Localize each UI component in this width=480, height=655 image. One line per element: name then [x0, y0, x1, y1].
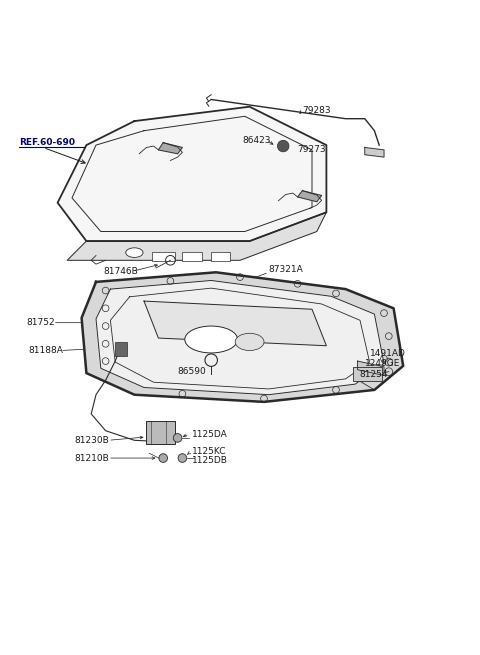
Circle shape: [277, 140, 289, 152]
Bar: [211, 252, 230, 261]
Polygon shape: [58, 107, 326, 241]
Polygon shape: [144, 301, 326, 346]
Polygon shape: [82, 272, 403, 402]
Text: 1125DB: 1125DB: [192, 457, 228, 466]
Text: 81752: 81752: [26, 318, 55, 328]
Polygon shape: [298, 191, 322, 202]
Text: 1125DA: 1125DA: [192, 430, 228, 439]
Polygon shape: [67, 212, 326, 260]
Text: 1491AD: 1491AD: [370, 349, 406, 358]
Text: 79273: 79273: [298, 145, 326, 155]
Polygon shape: [96, 280, 384, 395]
Bar: [152, 252, 175, 261]
Bar: [146, 421, 175, 443]
Bar: [182, 252, 202, 261]
Polygon shape: [158, 143, 182, 154]
Polygon shape: [365, 147, 384, 157]
Circle shape: [173, 434, 182, 442]
Text: 81230B: 81230B: [74, 436, 109, 445]
Text: 81254: 81254: [359, 370, 387, 379]
Text: 81188A: 81188A: [29, 346, 64, 355]
Circle shape: [159, 454, 168, 462]
Text: 86423: 86423: [242, 136, 271, 145]
Ellipse shape: [235, 333, 264, 350]
Text: 81746B: 81746B: [103, 267, 138, 276]
Text: 79283: 79283: [302, 106, 331, 115]
Ellipse shape: [126, 248, 143, 257]
Text: 1125KC: 1125KC: [192, 447, 227, 456]
Circle shape: [178, 454, 187, 462]
Ellipse shape: [185, 326, 238, 353]
Polygon shape: [358, 361, 384, 375]
Text: 86590: 86590: [178, 367, 206, 376]
Bar: [115, 342, 127, 356]
Text: REF.60-690: REF.60-690: [19, 138, 75, 147]
Text: 81210B: 81210B: [74, 453, 109, 462]
Text: 1249GE: 1249GE: [365, 359, 400, 368]
Bar: [353, 367, 382, 381]
Text: 87321A: 87321A: [269, 265, 303, 274]
